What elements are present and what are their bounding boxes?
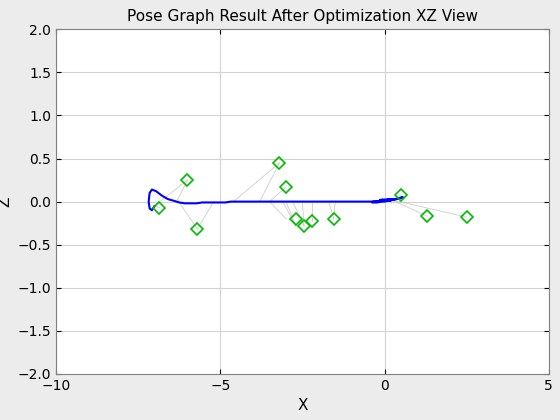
X-axis label: X: X <box>297 398 307 413</box>
Title: Pose Graph Result After Optimization XZ View: Pose Graph Result After Optimization XZ … <box>127 9 478 24</box>
Y-axis label: Z: Z <box>0 197 12 207</box>
